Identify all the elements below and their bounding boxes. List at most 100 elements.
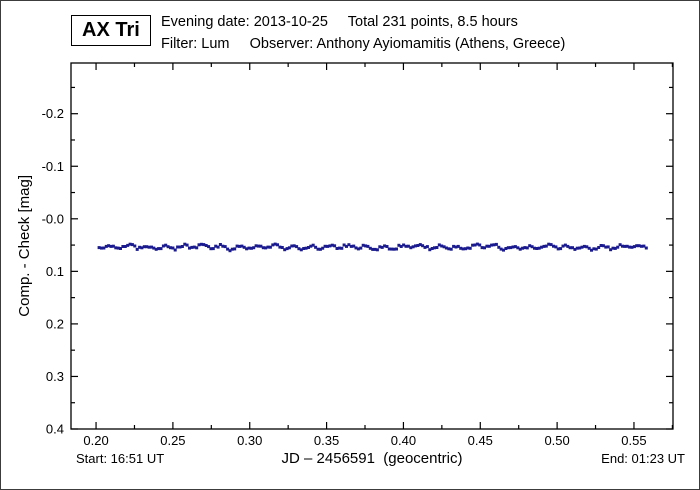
data-point	[461, 247, 465, 251]
data-point	[618, 243, 622, 247]
data-point	[318, 247, 322, 251]
data-point	[444, 246, 448, 250]
data-point	[259, 244, 263, 248]
data-point	[430, 247, 434, 250]
data-point	[585, 245, 589, 249]
data-point	[190, 245, 194, 249]
data-point	[521, 246, 525, 250]
data-point	[166, 245, 170, 249]
data-point	[423, 245, 427, 249]
data-point	[123, 245, 127, 248]
data-point	[542, 244, 546, 248]
data-point	[544, 244, 548, 248]
data-point	[299, 248, 303, 252]
x-tick-label: 0.55	[621, 433, 646, 448]
data-point	[211, 247, 215, 251]
data-point	[176, 245, 180, 249]
data-point	[199, 242, 203, 246]
x-tick-label: 0.30	[237, 433, 262, 448]
data-point	[276, 243, 279, 247]
data-point	[287, 246, 291, 250]
data-point	[466, 246, 470, 250]
data-point	[390, 247, 394, 251]
data-point	[266, 245, 270, 249]
data-point	[599, 244, 603, 247]
y-tick-label: 0.2	[46, 316, 64, 331]
data-point	[304, 246, 308, 250]
data-point	[504, 247, 508, 250]
data-point	[366, 244, 370, 248]
data-point	[499, 247, 503, 251]
data-point	[628, 245, 632, 249]
data-point	[406, 244, 410, 248]
data-point	[309, 244, 313, 248]
data-point	[552, 244, 555, 248]
data-point	[150, 245, 153, 249]
end-time-label: End: 01:23 UT	[601, 451, 685, 466]
header-info-line2: Filter: Lum Observer: Anthony Ayiomamiti…	[161, 36, 566, 52]
data-point	[573, 247, 577, 251]
data-point	[497, 245, 501, 249]
data-point	[566, 244, 570, 248]
data-point	[378, 245, 382, 249]
data-point	[368, 246, 372, 250]
x-tick-label: 0.45	[468, 433, 493, 448]
data-point	[449, 247, 453, 251]
data-point	[257, 244, 260, 248]
data-point	[630, 245, 634, 249]
data-point	[173, 248, 177, 252]
data-point	[494, 242, 498, 246]
data-point	[192, 245, 196, 249]
data-point	[395, 247, 398, 251]
data-point	[102, 246, 106, 250]
data-point	[278, 245, 282, 249]
y-tick-label: 0.3	[46, 369, 64, 384]
y-tick-labels: -0.2 -0.1 -0.0 0.1 0.2 0.3 0.4	[42, 106, 64, 436]
data-point	[347, 243, 351, 247]
data-point	[111, 244, 115, 248]
data-point	[240, 244, 244, 248]
data-point	[169, 246, 172, 250]
data-point	[345, 244, 348, 248]
data-point	[642, 244, 646, 248]
target-name: AX Tri	[82, 19, 140, 41]
data-point	[197, 243, 201, 247]
data-point	[464, 247, 467, 251]
data-point	[114, 246, 118, 250]
data-point	[492, 243, 496, 247]
data-point	[537, 246, 541, 250]
data-point	[342, 243, 346, 247]
data-point	[330, 243, 334, 247]
data-point	[271, 243, 275, 247]
data-point	[268, 245, 272, 249]
data-point	[480, 246, 484, 250]
data-point	[568, 246, 572, 250]
data-point	[485, 244, 489, 248]
data-point	[518, 247, 522, 251]
data-point	[311, 243, 315, 247]
x-tick-label: 0.35	[314, 433, 339, 448]
data-point	[285, 247, 289, 251]
data-point	[490, 243, 494, 247]
data-point	[371, 247, 375, 251]
data-point	[185, 243, 189, 247]
data-point	[233, 247, 237, 251]
data-point	[459, 246, 463, 250]
data-point	[247, 246, 251, 250]
data-point	[637, 244, 641, 248]
data-point	[440, 244, 444, 248]
data-point	[361, 243, 365, 247]
data-point	[437, 243, 441, 247]
data-point	[242, 245, 246, 249]
data-point	[540, 245, 544, 249]
data-point	[411, 245, 415, 249]
data-point	[164, 243, 168, 247]
data-point	[223, 245, 227, 249]
data-point	[416, 244, 420, 247]
data-point	[580, 245, 584, 249]
data-point	[138, 245, 142, 249]
data-point	[323, 244, 327, 248]
data-point	[549, 243, 553, 247]
data-point	[606, 245, 610, 249]
data-point	[392, 247, 396, 251]
